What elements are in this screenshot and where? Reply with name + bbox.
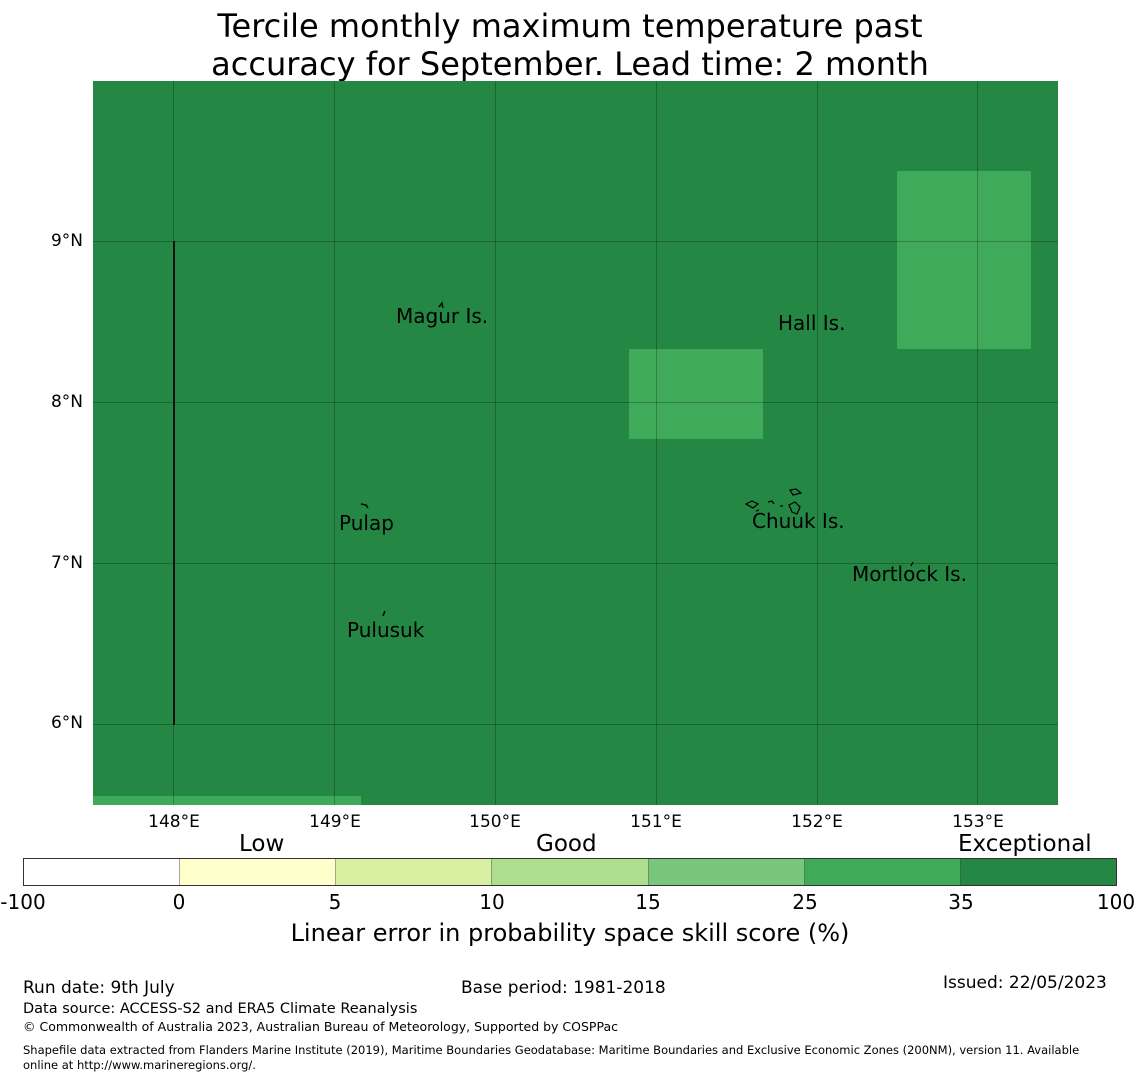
legend-tick: 0 <box>172 890 186 914</box>
legend-color-segment <box>804 859 961 885</box>
map-title-line-1: Tercile monthly maximum temperature past <box>217 7 923 45</box>
legend-color-segment <box>336 859 493 885</box>
legend-color-segment <box>960 859 1116 885</box>
lon-label-151e: 151°E <box>630 812 682 832</box>
legend-category-low: Low <box>239 831 285 857</box>
legend-tick: 10 <box>479 890 505 914</box>
place-label-pulusuk: Pulusuk <box>347 618 425 642</box>
map-area[interactable]: Magur Is. Hall Is. Pulap Chuuk Is. Mortl… <box>93 81 1058 805</box>
gridline-7n <box>93 563 1058 564</box>
legend-color-segment <box>180 859 337 885</box>
magur-island-shape <box>438 301 444 309</box>
run-date: Run date: 9th July <box>23 978 175 998</box>
island-outlines <box>360 301 914 617</box>
legend-category-good: Good <box>536 831 597 857</box>
gridline-9n <box>93 241 1058 242</box>
place-label-mortlock: Mortlock Is. <box>852 562 967 586</box>
place-label-magur: Magur Is. <box>396 304 489 328</box>
legend-tick: 100 <box>1096 890 1136 914</box>
place-label-chuuk: Chuuk Is. <box>752 509 845 533</box>
place-label-pulap: Pulap <box>339 511 394 535</box>
legend-category-exceptional: Exceptional <box>958 831 1092 857</box>
gridline-152e <box>817 81 818 805</box>
lon-label-148e: 148°E <box>148 812 200 832</box>
legend-tick: 15 <box>635 890 661 914</box>
gridline-8n <box>93 402 1058 403</box>
legend-tick: 25 <box>792 890 818 914</box>
lon-label-150e: 150°E <box>469 812 521 832</box>
lon-label-152e: 152°E <box>791 812 843 832</box>
data-source: Data source: ACCESS-S2 and ERA5 Climate … <box>23 1001 418 1017</box>
lat-label-9n: 9°N <box>50 231 83 251</box>
lat-label-8n: 8°N <box>50 392 83 412</box>
pulap-island-shape <box>360 503 369 509</box>
legend-tick: -100 <box>0 890 46 914</box>
lon-label-149e: 149°E <box>309 812 361 832</box>
legend-axis-label: Linear error in probability space skill … <box>290 919 850 947</box>
legend-tick: 5 <box>328 890 342 914</box>
legend-color-segment <box>648 859 805 885</box>
issued-date: Issued: 22/05/2023 <box>943 973 1107 993</box>
gridline-6n <box>93 724 1058 725</box>
legend-colorbar <box>23 858 1117 886</box>
chuuk-island-shape-6 <box>755 509 760 512</box>
boundary-line <box>173 241 175 725</box>
legend-color-segment <box>24 859 181 885</box>
lon-label-153e: 153°E <box>952 812 1004 832</box>
copyright: © Commonwealth of Australia 2023, Austra… <box>23 1019 618 1034</box>
gridline-150e <box>495 81 496 805</box>
shapefile-credit-line-2: online at http://www.marineregions.org/. <box>23 1058 256 1072</box>
gridline-153e <box>977 81 978 805</box>
skill-cell-northeast <box>897 171 1031 349</box>
legend-tick: 35 <box>948 890 974 914</box>
base-period: Base period: 1981-2018 <box>461 978 666 998</box>
shapefile-credit-line-1: Shapefile data extracted from Flanders M… <box>23 1043 1080 1057</box>
chuuk-island-shape-2 <box>744 500 760 509</box>
skill-cell-center <box>629 349 763 439</box>
lat-label-6n: 6°N <box>50 713 83 733</box>
chuuk-island-shape-1 <box>789 488 803 496</box>
place-label-hall: Hall Is. <box>778 311 846 335</box>
chuuk-island-shape-4 <box>767 500 775 505</box>
pulusuk-island-shape <box>382 610 386 617</box>
legend-color-segment <box>492 859 649 885</box>
mortlock-island-shape <box>910 561 914 567</box>
map-title-line-2: accuracy for September. Lead time: 2 mon… <box>211 45 929 83</box>
lat-label-7n: 7°N <box>50 553 83 573</box>
gridline-151e <box>656 81 657 805</box>
skill-cell-southwest <box>93 796 361 805</box>
chuuk-island-shape-3 <box>788 501 801 515</box>
gridline-149e <box>334 81 335 805</box>
